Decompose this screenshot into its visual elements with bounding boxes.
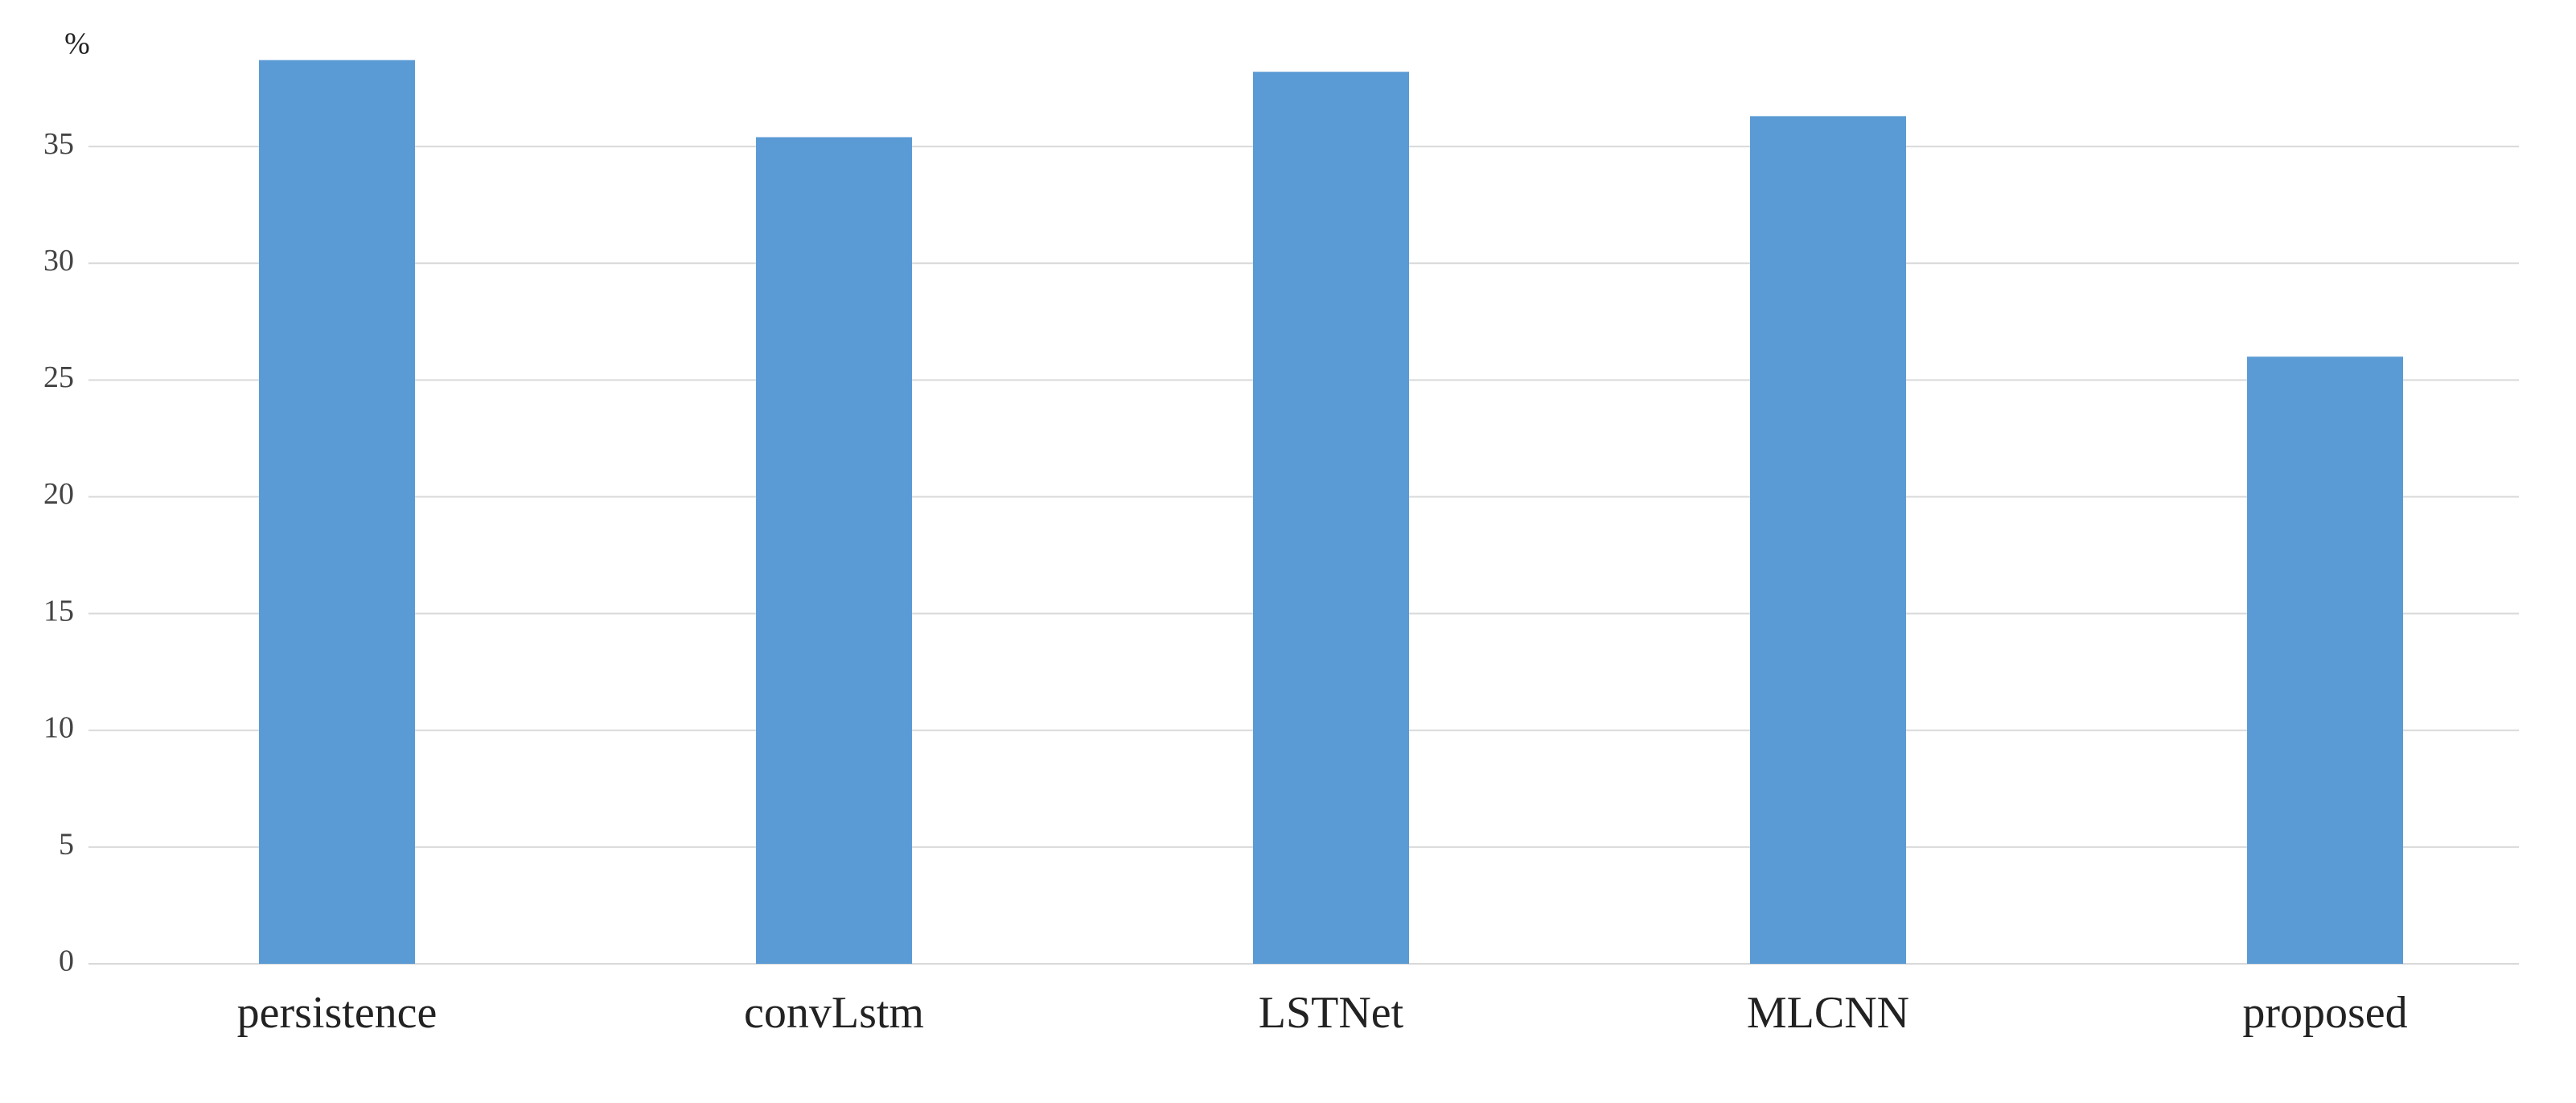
y-tick-label: 30: [43, 244, 74, 278]
x-tick-label: convLstm: [744, 988, 924, 1038]
y-tick-label: 20: [43, 477, 74, 511]
bar: [756, 137, 912, 964]
x-tick-label: MLCNN: [1747, 988, 1909, 1038]
y-tick-label: 25: [43, 360, 74, 394]
x-tick-label: LSTNet: [1259, 988, 1404, 1038]
y-tick-label: 5: [59, 828, 74, 862]
y-axis-label: %: [64, 27, 90, 61]
y-tick-label: 0: [59, 945, 74, 978]
bar: [259, 60, 415, 965]
y-tick-label: 10: [43, 710, 74, 744]
bar: [1750, 116, 1906, 964]
y-tick-label: 35: [43, 127, 74, 161]
x-tick-label: proposed: [2242, 988, 2407, 1038]
x-tick-label: persistence: [237, 988, 438, 1038]
bar: [2247, 356, 2403, 964]
bar: [1253, 72, 1409, 965]
y-tick-label: 15: [43, 594, 74, 628]
